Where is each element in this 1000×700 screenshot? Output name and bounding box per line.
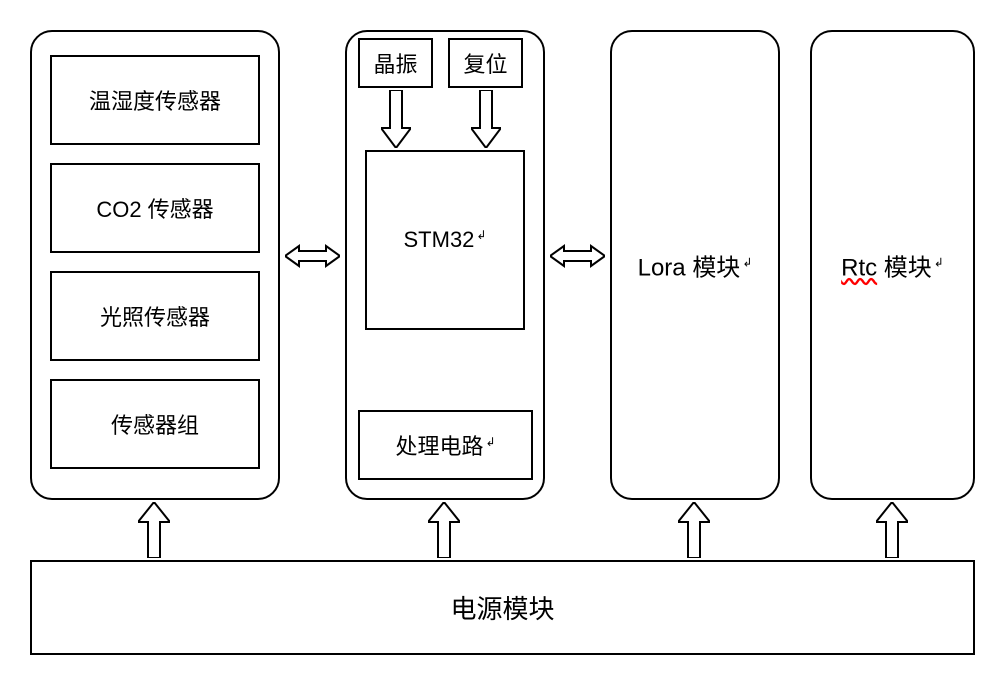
sensor-label: 光照传感器 xyxy=(100,300,210,332)
crystal-box: 晶振 xyxy=(358,38,433,88)
sensor-label: 温湿度传感器 xyxy=(89,84,221,116)
arrow-crystal-down-icon xyxy=(381,90,411,148)
arrow-mcu-lora-icon xyxy=(550,244,605,268)
sensor-light: 光照传感器 xyxy=(50,271,260,361)
stm32-label: STM32↲ xyxy=(404,227,487,253)
lora-column: Lora 模块↲ xyxy=(610,30,780,500)
arrow-power-mcu-icon xyxy=(428,502,460,558)
arrow-power-rtc-icon xyxy=(876,502,908,558)
power-label: 电源模块 xyxy=(450,589,554,626)
stm32-box: STM32↲ xyxy=(365,150,525,330)
crystal-label: 晶振 xyxy=(373,47,417,79)
proc-label: 处理电路↲ xyxy=(395,429,495,461)
arrow-power-lora-icon xyxy=(678,502,710,558)
rtc-label: Rtc 模块↲ xyxy=(812,248,973,283)
arrow-reset-down-icon xyxy=(471,90,501,148)
power-module-box: 电源模块 xyxy=(30,560,975,655)
reset-label: 复位 xyxy=(463,47,507,79)
arrow-sensors-mcu-icon xyxy=(285,244,340,268)
sensor-temp-humidity: 温湿度传感器 xyxy=(50,55,260,145)
processing-circuit-box: 处理电路↲ xyxy=(358,410,533,480)
sensor-label: CO2 传感器 xyxy=(96,192,213,224)
rtc-column: Rtc 模块↲ xyxy=(810,30,975,500)
lora-label: Lora 模块↲ xyxy=(612,248,778,283)
diagram-root: 温湿度传感器 CO2 传感器 光照传感器 传感器组 晶振 复位 STM32↲ 处… xyxy=(0,0,1000,700)
sensor-group: 传感器组 xyxy=(50,379,260,469)
sensor-co2: CO2 传感器 xyxy=(50,163,260,253)
sensor-label: 传感器组 xyxy=(111,408,199,440)
arrow-power-sensors-icon xyxy=(138,502,170,558)
reset-box: 复位 xyxy=(448,38,523,88)
